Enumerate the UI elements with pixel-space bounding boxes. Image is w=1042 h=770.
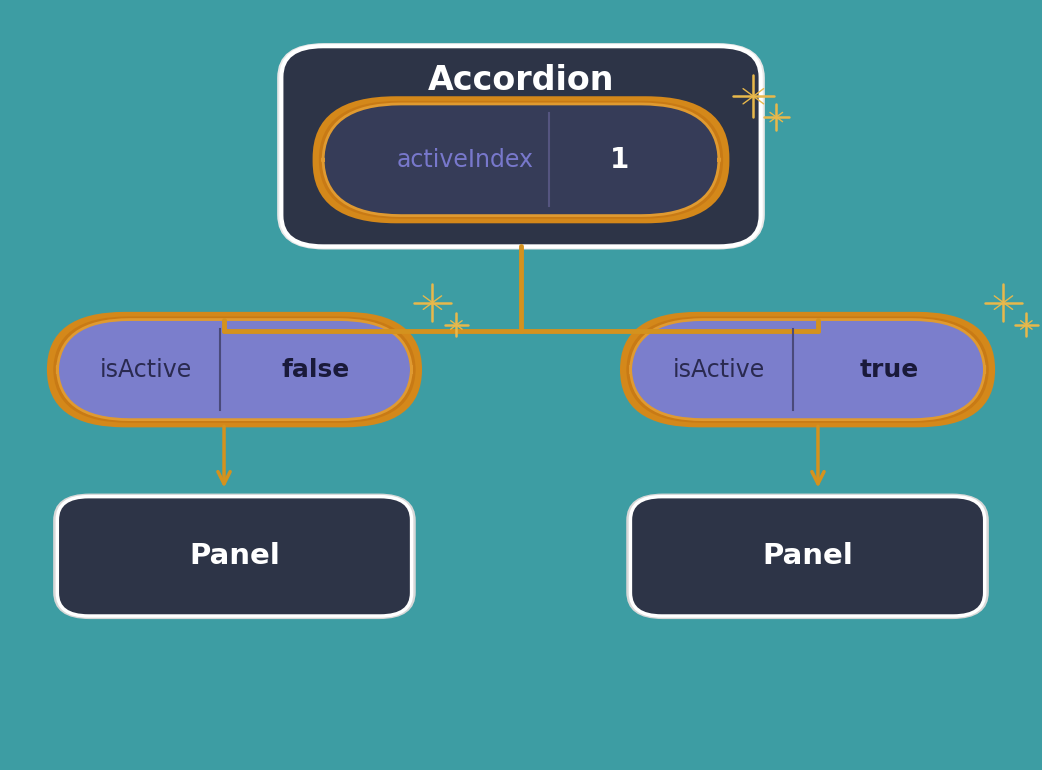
FancyBboxPatch shape: [620, 312, 995, 427]
Text: isActive: isActive: [673, 357, 765, 382]
FancyBboxPatch shape: [313, 96, 729, 223]
FancyBboxPatch shape: [319, 101, 723, 219]
Text: isActive: isActive: [100, 357, 192, 382]
FancyBboxPatch shape: [47, 312, 422, 427]
FancyBboxPatch shape: [57, 320, 412, 420]
FancyBboxPatch shape: [53, 316, 416, 423]
Text: 1: 1: [611, 146, 629, 174]
FancyBboxPatch shape: [626, 316, 989, 423]
Text: Accordion: Accordion: [428, 65, 614, 97]
FancyBboxPatch shape: [626, 494, 989, 619]
FancyBboxPatch shape: [277, 43, 765, 249]
FancyBboxPatch shape: [281, 46, 761, 246]
Text: false: false: [281, 357, 350, 382]
Text: activeIndex: activeIndex: [397, 148, 535, 172]
Text: true: true: [860, 357, 919, 382]
FancyBboxPatch shape: [57, 497, 412, 616]
FancyBboxPatch shape: [630, 320, 985, 420]
Text: Panel: Panel: [189, 542, 280, 571]
FancyBboxPatch shape: [53, 494, 416, 619]
Text: Panel: Panel: [762, 542, 853, 571]
FancyBboxPatch shape: [323, 104, 719, 216]
FancyBboxPatch shape: [630, 497, 985, 616]
